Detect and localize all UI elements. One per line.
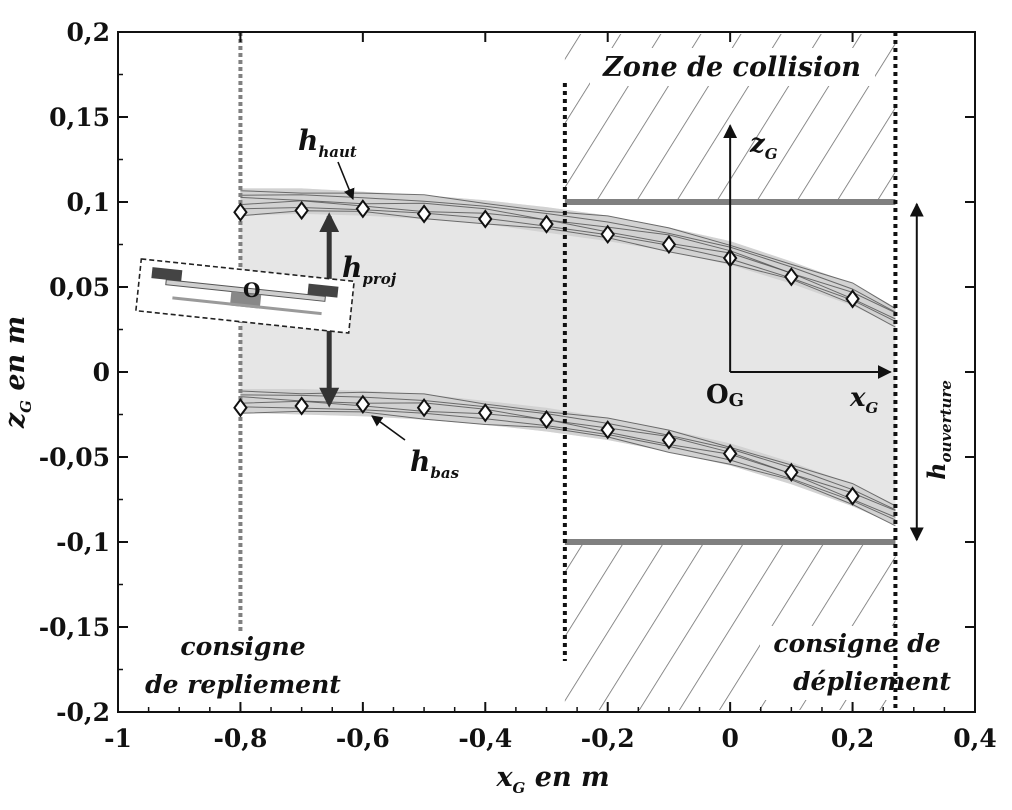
h_haut-marker-3 <box>416 204 432 224</box>
upper-trajectory-curve-5 <box>240 210 896 328</box>
upper-trajectory-curve-4 <box>240 206 896 322</box>
consigne-repliement-line1: consigne <box>180 632 305 661</box>
tick-labels: -1 -0,8 -0,6 -0,4 -0,2 0 0,2 0,4 0,2 0,15 0,1 0,05 0… <box>39 18 997 753</box>
h_haut-marker-6 <box>600 224 615 244</box>
x-axis-title: xG en m <box>495 762 609 797</box>
lower-trajectory-curve-2 <box>240 396 896 512</box>
lower-trajectory-curve-1 <box>240 394 896 511</box>
o-g-label: OG <box>706 380 744 411</box>
y-tick-label-5: -0,05 <box>39 443 110 472</box>
h-haut-label: hhaut <box>298 124 357 161</box>
h_bas-marker-5 <box>539 409 554 430</box>
h_haut-marker-1 <box>294 200 309 221</box>
h-ouverture-label: houverture <box>922 380 955 480</box>
x-tick-label-0: -1 <box>104 724 132 753</box>
x-tick-label-4: -0,2 <box>581 724 635 753</box>
upper-trajectory-curve-2 <box>240 196 896 314</box>
x-tick-label-6: 0,2 <box>831 724 875 753</box>
y-tick-label-1: 0,15 <box>49 103 110 132</box>
upper-trajectory-curve-3 <box>240 200 896 320</box>
h_bas-marker-4 <box>478 403 493 423</box>
zone-collision-label: Zone de collision <box>602 52 861 83</box>
lower-trajectory-curve-5 <box>240 410 896 527</box>
h_bas-marker-6 <box>600 420 615 440</box>
y-axis-title: zG en m <box>0 316 35 429</box>
data-markers <box>233 199 860 506</box>
h_bas-marker-9 <box>784 462 799 482</box>
h_bas-marker-2 <box>355 394 371 414</box>
h_haut-marker-5 <box>539 214 554 234</box>
h_bas-marker-3 <box>416 398 432 418</box>
h-bas-leader <box>371 415 406 441</box>
lower-trajectory-curve-3 <box>240 400 896 518</box>
x-g-label: xG <box>849 383 879 417</box>
h-proj-label: hproj <box>342 251 397 288</box>
lower-trajectory-curve-4 <box>240 406 896 521</box>
depliement-label-backing <box>760 626 950 700</box>
h_bas-marker-10 <box>845 486 860 506</box>
h_bas-marker-8 <box>722 443 738 464</box>
y-tick-label-6: -0,1 <box>56 528 110 557</box>
lower-trajectory-curve-0 <box>240 390 896 507</box>
z-g-label: zG <box>749 129 778 163</box>
y-tick-label-8: -0,2 <box>56 698 110 727</box>
x-tick-label-1: -0,8 <box>213 724 267 753</box>
h_haut-marker-10 <box>845 289 860 309</box>
upper-trajectory-band <box>240 188 896 327</box>
y-tick-label-3: 0,05 <box>49 273 110 302</box>
envelope-layer <box>240 188 896 525</box>
h_haut-marker-7 <box>661 234 677 255</box>
o-label: O <box>243 278 260 302</box>
h_haut-marker-0 <box>233 202 248 222</box>
h_bas-marker-7 <box>661 430 677 450</box>
x-tick-label-3: -0,4 <box>458 724 512 753</box>
x-tick-label-2: -0,6 <box>336 724 390 753</box>
zone-label-backing <box>590 48 875 86</box>
y-tick-label-4: 0 <box>93 358 110 387</box>
x-tick-label-7: 0,4 <box>953 724 997 753</box>
h_haut-marker-2 <box>355 199 371 219</box>
x-tick-label-5: 0 <box>721 724 738 753</box>
h-bas-label: hbas <box>410 445 460 482</box>
y-tick-label-2: 0,1 <box>67 188 111 217</box>
h_bas-marker-1 <box>294 396 309 416</box>
h_haut-marker-4 <box>478 209 493 229</box>
h_bas-marker-0 <box>233 398 248 418</box>
h_haut-marker-9 <box>784 267 799 287</box>
consigne-depliement-line2: dépliement <box>793 667 951 696</box>
consigne-depliement-line1: consigne de <box>773 629 940 658</box>
reference-lines <box>238 32 898 712</box>
y-tick-label-7: -0,15 <box>39 613 110 642</box>
consigne-repliement-line2: de repliement <box>145 670 341 699</box>
trajectory-envelope <box>240 188 896 525</box>
drone-illustration <box>134 258 356 334</box>
h-haut-leader <box>337 161 355 201</box>
plot-frame <box>117 31 976 713</box>
y-tick-label-0: 0,2 <box>67 18 111 47</box>
